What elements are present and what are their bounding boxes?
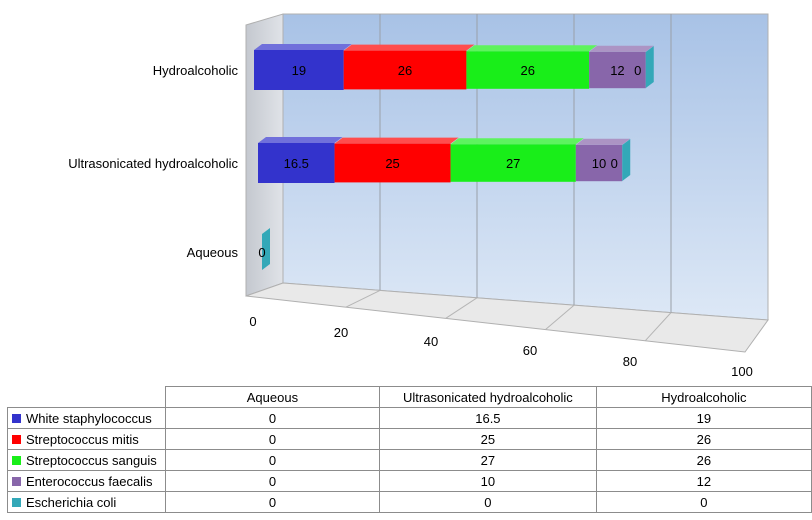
- bar-segment: 26: [466, 45, 598, 89]
- bar-end-cap: [645, 46, 654, 88]
- bar-top: [466, 45, 598, 52]
- table-cell: 0: [164, 428, 381, 450]
- table-cell: 0: [164, 470, 381, 492]
- bar-segment: 27: [450, 138, 584, 182]
- category-labels: Aqueous Ultrasonicated hydroalcoholic Hydr…: [68, 63, 238, 260]
- table-row: Escherichia coli 0 0 0: [7, 491, 812, 513]
- table-cell: 0: [164, 491, 381, 513]
- table-row: White staphylococcus 0 16.5 19: [7, 407, 812, 429]
- legend-series-name: Streptococcus mitis: [7, 428, 166, 450]
- floor-gridline: [345, 289, 381, 308]
- table-cell: 26: [595, 449, 812, 471]
- bar-face: [343, 50, 467, 90]
- bar-top: [575, 138, 631, 145]
- legend-label: Streptococcus mitis: [26, 431, 139, 447]
- legend-label: Streptococcus sanguis: [26, 452, 157, 468]
- table-header-row: Aqueous Ultrasonicated hydroalcoholic Hy…: [7, 386, 812, 408]
- bar-value-label: 0: [258, 245, 265, 260]
- legend-swatch: [12, 413, 21, 423]
- bar-value-label: 26: [398, 63, 412, 78]
- category-label: Hydroalcoholic: [153, 63, 239, 78]
- bar-top: [254, 44, 352, 50]
- bar-segment: 16.5: [258, 137, 343, 183]
- floor: [245, 282, 769, 353]
- table-cell: 16.5: [379, 407, 597, 429]
- bar-segment: 12: [589, 45, 654, 89]
- x-tick-label: 60: [523, 343, 537, 358]
- table-cell: 12: [595, 470, 812, 492]
- table-header-ultrasonicated: Ultrasonicated hydroalcoholic: [379, 386, 597, 408]
- category-label: Aqueous: [187, 245, 239, 260]
- x-tick-label: 20: [334, 325, 348, 340]
- bar-value-label: 12: [610, 63, 624, 78]
- table-cell: 0: [164, 449, 381, 471]
- table-cell: 10: [379, 470, 597, 492]
- bar-segment: 25: [334, 137, 459, 183]
- category-label: Ultrasonicated hydroalcoholic: [68, 156, 238, 171]
- table-cell: 0: [379, 491, 597, 513]
- x-tick-label: 40: [424, 334, 438, 349]
- legend-swatch: [12, 455, 21, 465]
- legend-series-name: Enterococcus faecalis: [7, 470, 166, 492]
- floor-gridline: [644, 312, 672, 342]
- x-tick-label: 100: [731, 364, 753, 379]
- bar-end-cap: [262, 228, 270, 270]
- legend-swatch: [12, 434, 21, 444]
- bar-face: [258, 143, 335, 183]
- table-cell: 0: [164, 407, 381, 429]
- table-cell: 19: [595, 407, 812, 429]
- table-row: Streptococcus mitis 0 25 26: [7, 428, 812, 450]
- bar-top: [258, 137, 343, 143]
- table-header-aqueous: Aqueous: [164, 386, 381, 408]
- bar-face: [589, 51, 646, 89]
- bar-face: [450, 144, 576, 182]
- table-cell: 27: [379, 449, 597, 471]
- floor-gridline: [445, 297, 478, 319]
- bar-value-label: 0: [611, 156, 618, 171]
- bar-face: [254, 50, 344, 90]
- x-tick-label: 0: [249, 314, 256, 329]
- table-body: White staphylococcus 0 16.5 19 Streptococcus…: [7, 407, 812, 513]
- legend-series-name: Escherichia coli: [7, 491, 166, 513]
- table-row: Enterococcus faecalis 0 10 12: [7, 470, 812, 492]
- bar-value-label: 26: [521, 63, 535, 78]
- data-table: Aqueous Ultrasonicated hydroalcoholic Hy…: [7, 386, 812, 513]
- bar-top: [343, 44, 475, 51]
- table-corner-cell: [7, 386, 166, 408]
- legend-series-name: White staphylococcus: [7, 407, 166, 429]
- bar-segment: 10: [575, 138, 631, 182]
- bar-segment: 26: [343, 44, 475, 90]
- bar-top: [589, 45, 654, 52]
- bar-face: [334, 143, 451, 183]
- bars: 0 16.5 25 27 10 0 19 26 26 12 0: [254, 44, 654, 270]
- x-tick-label: 80: [623, 354, 637, 369]
- bar-top: [450, 138, 584, 145]
- legend-swatch: [12, 497, 21, 507]
- table-cell: 25: [379, 428, 597, 450]
- legend-swatch: [12, 476, 21, 486]
- bar-value-label: 27: [506, 156, 520, 171]
- bar-value-label: 0: [634, 63, 641, 78]
- bar-value-label: 19: [292, 63, 306, 78]
- bar-segment: 19: [254, 44, 352, 90]
- bar-value-label: 16.5: [284, 156, 309, 171]
- table-cell: 26: [595, 428, 812, 450]
- legend-series-name: Streptococcus sanguis: [7, 449, 166, 471]
- floor-gridline: [545, 304, 575, 330]
- bar-top: [334, 137, 459, 144]
- bar-value-label: 25: [385, 156, 399, 171]
- bar-face: [466, 51, 590, 89]
- table-header-hydroalcoholic: Hydroalcoholic: [595, 386, 812, 408]
- table-cell: 0: [595, 491, 812, 513]
- legend-label: Escherichia coli: [26, 494, 117, 510]
- table-row: Streptococcus sanguis 0 27 26: [7, 449, 812, 471]
- legend-label: White staphylococcus: [26, 410, 152, 426]
- bar-value-label: 10: [592, 156, 606, 171]
- legend-label: Enterococcus faecalis: [26, 473, 153, 489]
- bar-end-cap: [622, 139, 631, 181]
- x-axis-ticks: 0 20 40 60 80 100: [249, 314, 752, 379]
- bar-face: [575, 144, 623, 182]
